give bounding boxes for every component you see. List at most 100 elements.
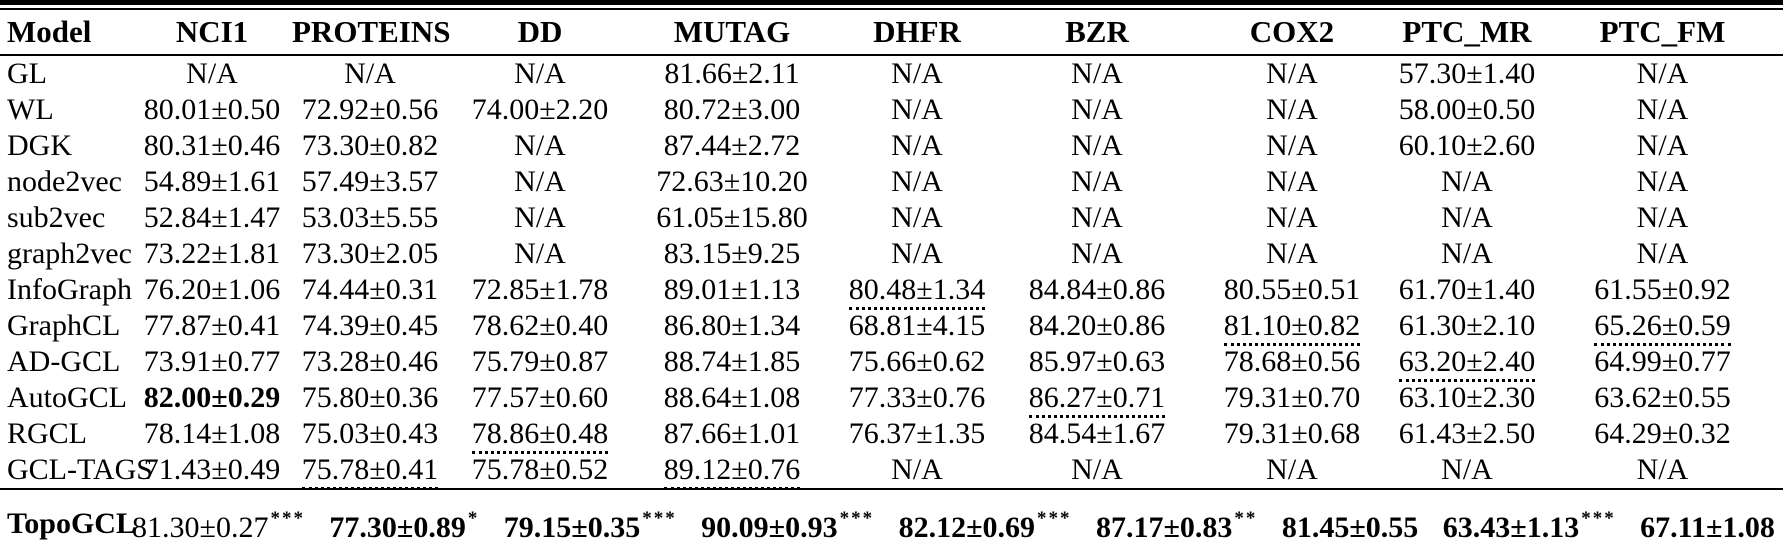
cell-value: 80.01±0.50 [143, 93, 281, 126]
cell-value: 79.15±0.35 [503, 511, 641, 544]
table-cell-bzr: N/A [1002, 452, 1192, 489]
cell-value: N/A [1071, 129, 1123, 162]
table-cell-dd: N/A [448, 55, 632, 92]
cell-value: N/A [1441, 453, 1493, 486]
cell-value: N/A [1266, 453, 1318, 486]
cell-value: 87.44±2.72 [663, 129, 801, 162]
table-cell-nci1: N/A [132, 55, 292, 92]
table-cell-dd: N/A [448, 200, 632, 236]
row-label-model: AD-GCL [7, 345, 121, 378]
table-cell-bzr: 85.97±0.63 [1002, 344, 1192, 380]
cell-value: 78.68±0.56 [1223, 345, 1361, 378]
cell-value: 77.30±0.89 [329, 511, 466, 544]
row-label-model: RGCL [7, 417, 88, 450]
table-row: sub2vec 52.84±1.47 53.03±5.55 N/A 61.05±15.8… [0, 200, 1783, 236]
table-cell-dd: 72.85±1.78 [448, 272, 632, 308]
cell-value: 79.31±0.70 [1223, 381, 1361, 414]
cell-value: N/A [1441, 237, 1493, 270]
final-value-group: 67.11±1.08 [1640, 511, 1775, 544]
table-cell-nci1: 71.43±0.49 [132, 452, 292, 489]
cell-value: N/A [1636, 165, 1689, 198]
table-cell-cox2: N/A [1192, 128, 1392, 164]
table-cell-proteins: N/A [292, 55, 448, 92]
table-cell-proteins: 57.49±3.57 [292, 164, 448, 200]
cell-value: 72.92±0.56 [301, 93, 439, 126]
cell-value: N/A [891, 57, 943, 90]
column-header-ptc-mr: PTC_MR [1392, 10, 1542, 56]
cell-value: 83.15±9.25 [663, 237, 801, 270]
cell-value: N/A [891, 237, 943, 270]
significance-stars: *** [839, 508, 875, 529]
cell-value: 73.30±0.82 [301, 129, 439, 162]
final-result-row: TopoGCL 81.30±0.27 *** 77.30±0.89 * 79.15±0.3… [0, 488, 1783, 544]
cell-value: 84.54±1.67 [1028, 417, 1166, 450]
table-cell-ptc_mr: 61.70±1.40 [1392, 272, 1542, 308]
table-cell-dhfr: 68.81±4.15 [832, 308, 1002, 344]
table-cell-ptc_fm: N/A [1542, 164, 1783, 200]
table-cell-ptc_fm: N/A [1542, 55, 1783, 92]
cell-value: 64.99±0.77 [1594, 345, 1731, 378]
table-cell-ptc_mr: 57.30±1.40 [1392, 55, 1542, 92]
cell-value: N/A [514, 165, 566, 198]
cell-value: 75.80±0.36 [301, 381, 439, 414]
cell-value: N/A [514, 129, 566, 162]
cell-value: 75.79±0.87 [471, 345, 609, 378]
table-cell-cox2: N/A [1192, 92, 1392, 128]
cell-value: 80.31±0.46 [143, 129, 281, 162]
table-cell-dd: N/A [448, 164, 632, 200]
table-cell-cox2: N/A [1192, 55, 1392, 92]
cell-value: 68.81±4.15 [848, 309, 986, 342]
cell-value: 80.55±0.51 [1223, 273, 1361, 306]
results-table-body: GL N/A N/A N/A 81.66±2.11 N/A N/A N/A 57.30±1.40… [0, 55, 1783, 544]
cell-value: 54.89±1.61 [143, 165, 281, 198]
row-label-model: WL [7, 93, 54, 126]
table-cell-dd: 75.78±0.52 [448, 452, 632, 489]
table-row: AD-GCL 73.91±0.77 73.28±0.46 75.79±0.87 88.7… [0, 344, 1783, 382]
table-cell-ptc_fm: 64.29±0.32 [1542, 416, 1783, 452]
cell-value: 81.45±0.55 [1281, 511, 1419, 544]
table-cell-dhfr: N/A [832, 164, 1002, 200]
cell-value: 75.78±0.52 [471, 453, 609, 486]
table-cell-cox2: 79.31±0.68 [1192, 416, 1392, 452]
row-label-model: GL [7, 57, 47, 90]
table-cell-ptc_fm: N/A [1542, 236, 1783, 272]
cell-value: 87.66±1.01 [663, 417, 801, 450]
table-cell-bzr: N/A [1002, 55, 1192, 92]
top-rule-thick [0, 0, 1783, 5]
cell-value: 89.01±1.13 [663, 273, 801, 306]
row-label-model: graph2vec [7, 237, 132, 270]
cell-value: 74.00±2.20 [471, 93, 609, 126]
cell-value: 77.87±0.41 [143, 309, 281, 342]
final-row-values-cell: 81.30±0.27 *** 77.30±0.89 * 79.15±0.35 *** 90.… [132, 488, 1783, 544]
cell-value: 76.20±1.06 [143, 273, 281, 306]
cell-value: 81.10±0.82 [1223, 309, 1361, 346]
table-cell-proteins: 73.28±0.46 [292, 344, 448, 380]
cell-value: N/A [1071, 237, 1123, 270]
significance-stars: *** [642, 508, 677, 529]
table-cell-ptc_mr: 58.00±0.50 [1392, 92, 1542, 128]
cell-value: N/A [891, 129, 943, 162]
cell-value: 60.10±2.60 [1398, 129, 1536, 162]
row-label-model: GraphCL [7, 309, 121, 342]
table-cell-ptc_mr: 61.30±2.10 [1392, 308, 1542, 344]
cell-value: 63.10±2.30 [1398, 381, 1536, 414]
cell-value: N/A [1266, 201, 1318, 234]
table-cell-dd: 78.86±0.48 [448, 416, 632, 454]
cell-value: 61.05±15.80 [656, 201, 808, 234]
table-cell-bzr: N/A [1002, 164, 1192, 200]
table-cell-mutag: 86.80±1.34 [632, 308, 832, 344]
final-value-group: 90.09±0.93 *** [701, 502, 874, 544]
table-cell-ptc_fm: N/A [1542, 92, 1783, 128]
cell-value: 64.29±0.32 [1594, 417, 1731, 450]
cell-value: 78.14±1.08 [143, 417, 281, 450]
table-cell-dhfr: 75.66±0.62 [832, 344, 1002, 380]
table-cell-ptc_mr: 61.43±2.50 [1392, 416, 1542, 452]
cell-value: 78.62±0.40 [471, 309, 609, 342]
cell-value: N/A [1071, 453, 1123, 486]
cell-value: 75.66±0.62 [848, 345, 986, 378]
table-cell-nci1: 80.01±0.50 [132, 92, 292, 128]
cell-value: 63.62±0.55 [1594, 381, 1731, 414]
column-header-bzr: BZR [1002, 10, 1192, 56]
table-cell-nci1: 82.00±0.29 [132, 380, 292, 416]
cell-value: N/A [1071, 57, 1123, 90]
